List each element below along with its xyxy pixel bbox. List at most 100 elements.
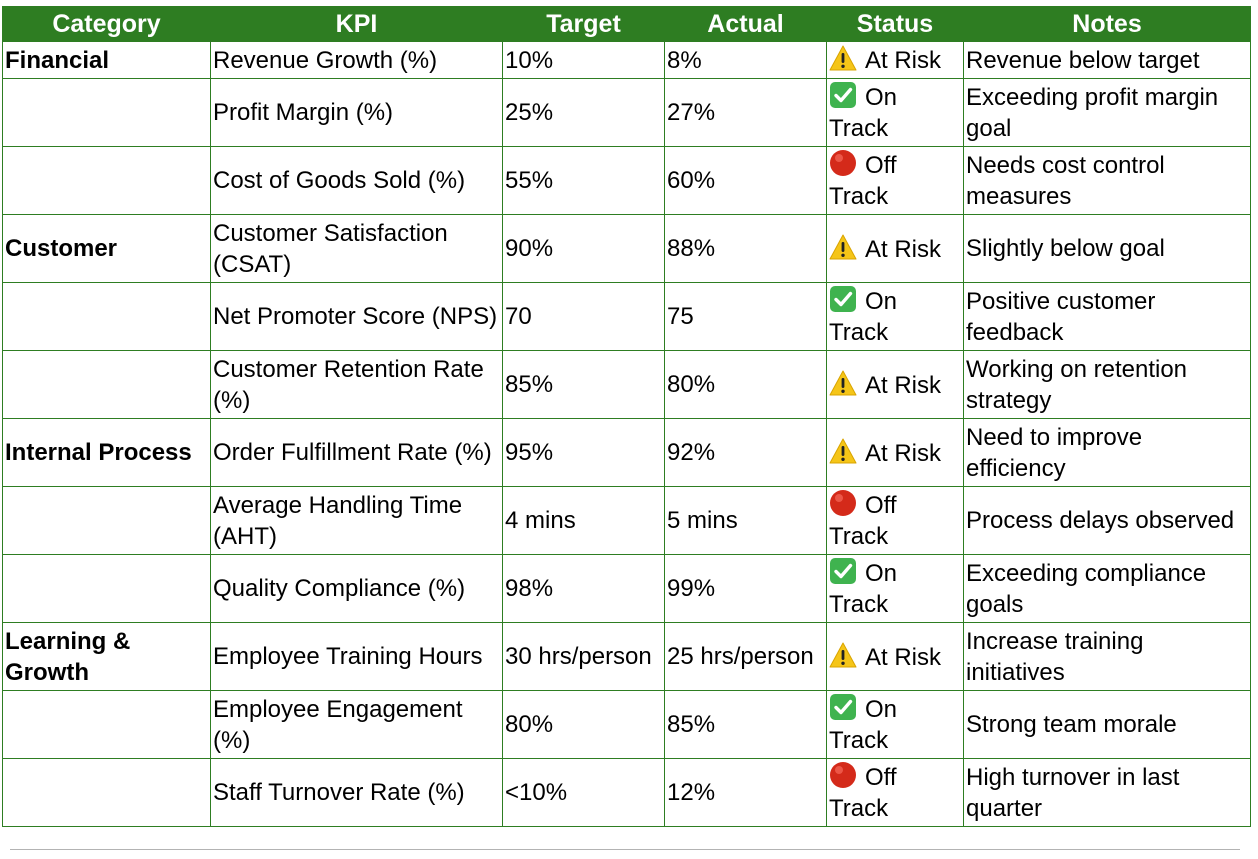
status-cell: At Risk — [826, 622, 964, 691]
status-cell: At Risk — [826, 350, 964, 419]
category-cell: Internal Process — [2, 418, 211, 487]
actual-cell: 60% — [664, 146, 827, 215]
target-cell: <10% — [502, 758, 665, 827]
status-label: At Risk — [865, 371, 942, 399]
actual-cell: 92% — [664, 418, 827, 487]
table-row: Employee Engagement (%) 80% 85% On Track Str… — [2, 690, 1251, 759]
header-status: Status — [826, 6, 964, 42]
actual-cell: 85% — [664, 690, 827, 759]
category-cell — [2, 282, 211, 351]
target-cell: 55% — [502, 146, 665, 215]
warning-icon — [829, 641, 857, 669]
target-cell: 90% — [502, 214, 665, 283]
category-cell — [2, 146, 211, 215]
status-cell: Off Track — [826, 486, 964, 555]
target-cell: 95% — [502, 418, 665, 487]
table-row: Staff Turnover Rate (%) <10% 12% Off Track H… — [2, 758, 1251, 827]
kpi-cell: Profit Margin (%) — [210, 78, 503, 147]
check-icon — [829, 285, 857, 313]
category-cell — [2, 758, 211, 827]
status-cell: At Risk — [826, 41, 964, 79]
notes-cell: Exceeding profit margin goal — [963, 78, 1251, 147]
kpi-table: Category KPI Target Actual Status Notes … — [2, 6, 1251, 827]
table-row: Learning & Growth Employee Training Hours… — [2, 622, 1251, 691]
warning-icon — [829, 233, 857, 261]
kpi-cell: Order Fulfillment Rate (%) — [210, 418, 503, 487]
table-row: Average Handling Time (AHT) 4 mins 5 mins O… — [2, 486, 1251, 555]
table-row: Cost of Goods Sold (%) 55% 60% Off Track Nee… — [2, 146, 1251, 215]
target-cell: 4 mins — [502, 486, 665, 555]
header-target: Target — [502, 6, 665, 42]
notes-cell: Need to improve efficiency — [963, 418, 1251, 487]
category-cell — [2, 486, 211, 555]
actual-cell: 88% — [664, 214, 827, 283]
check-icon — [829, 693, 857, 721]
kpi-cell: Cost of Goods Sold (%) — [210, 146, 503, 215]
red-circle-icon — [829, 489, 857, 517]
category-cell: Learning & Growth — [2, 622, 211, 691]
notes-cell: Working on retention strategy — [963, 350, 1251, 419]
category-cell — [2, 554, 211, 623]
status-label: On Track — [829, 560, 898, 618]
status-cell: Off Track — [826, 758, 964, 827]
target-cell: 70 — [502, 282, 665, 351]
kpi-cell: Staff Turnover Rate (%) — [210, 758, 503, 827]
category-cell — [2, 690, 211, 759]
warning-icon — [829, 369, 857, 397]
check-icon — [829, 81, 857, 109]
header-row: Category KPI Target Actual Status Notes — [2, 6, 1251, 42]
actual-cell: 75 — [664, 282, 827, 351]
notes-cell: Positive customer feedback — [963, 282, 1251, 351]
table-row: Financial Revenue Growth (%) 10% 8% At Risk R… — [2, 41, 1251, 79]
warning-icon — [829, 44, 857, 72]
kpi-cell: Employee Engagement (%) — [210, 690, 503, 759]
status-cell: Off Track — [826, 146, 964, 215]
actual-cell: 80% — [664, 350, 827, 419]
notes-cell: Needs cost control measures — [963, 146, 1251, 215]
notes-cell: Strong team morale — [963, 690, 1251, 759]
status-cell: At Risk — [826, 418, 964, 487]
target-cell: 85% — [502, 350, 665, 419]
table-row: Profit Margin (%) 25% 27% On Track Exceeding… — [2, 78, 1251, 147]
status-label: At Risk — [865, 439, 942, 467]
notes-cell: Revenue below target — [963, 41, 1251, 79]
actual-cell: 12% — [664, 758, 827, 827]
status-label: Off Track — [829, 764, 897, 822]
kpi-cell: Customer Retention Rate (%) — [210, 350, 503, 419]
kpi-cell: Net Promoter Score (NPS) — [210, 282, 503, 351]
target-cell: 30 hrs/person — [502, 622, 665, 691]
actual-cell: 8% — [664, 41, 827, 79]
red-circle-icon — [829, 149, 857, 177]
category-cell: Customer — [2, 214, 211, 283]
kpi-cell: Average Handling Time (AHT) — [210, 486, 503, 555]
actual-cell: 99% — [664, 554, 827, 623]
divider — [10, 849, 1240, 850]
target-cell: 25% — [502, 78, 665, 147]
check-icon — [829, 557, 857, 585]
kpi-cell: Quality Compliance (%) — [210, 554, 503, 623]
header-category: Category — [2, 6, 211, 42]
target-cell: 10% — [502, 41, 665, 79]
category-cell — [2, 350, 211, 419]
kpi-cell: Revenue Growth (%) — [210, 41, 503, 79]
kpi-cell: Employee Training Hours — [210, 622, 503, 691]
status-label: On Track — [829, 288, 898, 346]
status-label: On Track — [829, 696, 898, 754]
header-kpi: KPI — [210, 6, 503, 42]
table-row: Customer Retention Rate (%) 85% 80% At Risk… — [2, 350, 1251, 419]
notes-cell: Exceeding compliance goals — [963, 554, 1251, 623]
table-row: Customer Customer Satisfaction (CSAT) 90% 8… — [2, 214, 1251, 283]
target-cell: 98% — [502, 554, 665, 623]
table-row: Quality Compliance (%) 98% 99% On Track Exce… — [2, 554, 1251, 623]
notes-cell: High turnover in last quarter — [963, 758, 1251, 827]
table-row: Net Promoter Score (NPS) 70 75 On Track Posi… — [2, 282, 1251, 351]
status-label: At Risk — [865, 47, 942, 74]
warning-icon — [829, 437, 857, 465]
status-label: At Risk — [865, 643, 942, 671]
notes-cell: Slightly below goal — [963, 214, 1251, 283]
actual-cell: 5 mins — [664, 486, 827, 555]
notes-cell: Process delays observed — [963, 486, 1251, 555]
status-label: Off Track — [829, 492, 897, 550]
kpi-cell: Customer Satisfaction (CSAT) — [210, 214, 503, 283]
status-label: Off Track — [829, 152, 897, 210]
